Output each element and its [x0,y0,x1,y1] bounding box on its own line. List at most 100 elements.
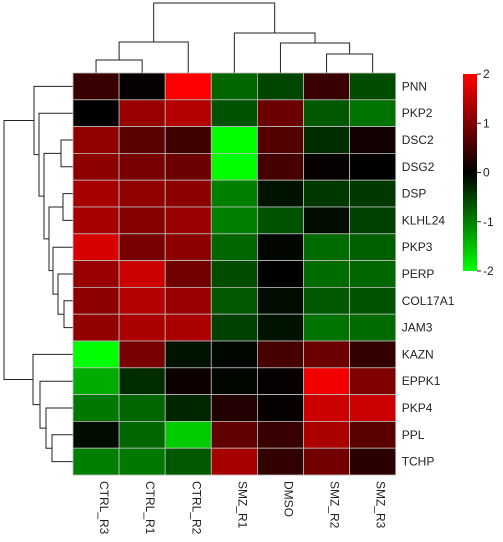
heatmap-cell [349,260,397,288]
heatmap-cell [72,394,120,422]
heatmap-cell [72,233,120,262]
heatmap-cell [256,447,304,476]
heatmap-cell [210,179,258,208]
color-legend: 2 1 0 -1 -2 [463,67,494,278]
heatmap-cell [164,72,212,101]
heatmap-cell [349,367,397,395]
heatmap-cell [349,233,397,262]
heatmap-cell [164,340,212,369]
row-dendrogram [3,85,73,463]
heatmap-cell [164,420,212,449]
row-label: JAM3 [402,321,433,335]
heatmap-cell [72,179,120,208]
heatmap-cell [349,394,397,422]
legend-tick-label: -1 [483,215,494,229]
heatmap-cell [118,313,166,342]
heatmap-cell [72,72,120,101]
heatmap-cell [164,233,212,262]
row-label: DSG2 [402,160,435,174]
heatmap-cell [72,367,120,395]
column-dendrogram [95,2,374,73]
heatmap-cell [349,179,397,208]
heatmap-cell [303,126,350,154]
heatmap-cell [210,206,258,235]
heatmap-cell [164,206,212,235]
heatmap-cell [303,286,350,315]
row-labels: PNN PKP2 DSC2 DSG2 DSP KLHL24 PKP3 PERP COL17A1 J… [402,79,455,468]
heatmap-cell [303,179,350,208]
heatmap-cell [349,420,397,449]
heatmap-cell [349,447,397,476]
heatmap-cell [349,152,397,181]
heatmap-cell [118,420,166,449]
heatmap-cell [164,367,212,395]
legend-tick-label: 0 [483,166,490,180]
row-label: EPPK1 [402,374,441,388]
heatmap-cell [164,447,212,476]
heatmap-cell [256,260,304,288]
row-label: KLHL24 [402,213,446,227]
row-label: PPL [402,428,425,442]
heatmap-cell [72,313,120,342]
legend-tick-label: 1 [483,116,490,130]
heatmap-cell [118,152,166,181]
heatmap-cell [256,340,304,369]
column-label: DMSO [281,481,295,517]
heatmap-cell [303,447,350,476]
heatmap-cell [118,394,166,422]
heatmap-cell [256,420,304,449]
heatmap-cell [118,126,166,154]
heatmap-cell [118,72,166,101]
heatmap-cell [118,206,166,235]
heatmap-cell [256,152,304,181]
row-label: PKP3 [402,240,433,254]
heatmap-cell [256,286,304,315]
row-label: KAZN [402,347,434,361]
heatmap-cell [210,260,258,288]
heatmap-cell [210,286,258,315]
heatmap-cell [210,447,258,476]
heatmap-cell [210,367,258,395]
heatmap-cell [164,313,212,342]
heatmap-cell [210,313,258,342]
heatmap-cell [164,152,212,181]
heatmap-cell [118,179,166,208]
heatmap-cell [303,260,350,288]
row-label: PERP [402,267,435,281]
heatmap-cell [303,420,350,449]
heatmap-cell [303,152,350,181]
heatmap-cell [210,394,258,422]
heatmap-cell [256,313,304,342]
heatmap-cell [349,126,397,154]
heatmap-cell [256,206,304,235]
heatmap-cell [210,233,258,262]
row-label: PKP2 [402,106,433,120]
heatmap-cells [72,72,397,476]
heatmap-cell [256,233,304,262]
heatmap-cell [164,394,212,422]
row-label: DSC2 [402,133,434,147]
heatmap-cell [256,394,304,422]
heatmap-cell [210,420,258,449]
row-label: DSP [402,187,427,201]
heatmap-cell [164,179,212,208]
color-legend-ticks: 2 1 0 -1 -2 [477,67,494,278]
column-label: SMZ_R3 [374,481,388,529]
heatmap-cell [349,72,397,101]
heatmap-cell [349,206,397,235]
column-label: CTRL_R2 [189,481,203,535]
heatmap-cell [303,99,350,128]
heatmap-cell [164,99,212,128]
legend-tick-label: -2 [483,264,494,278]
heatmap-cell [118,367,166,395]
row-label: TCHP [402,455,435,469]
legend-tick-label: 2 [483,67,490,81]
heatmap-cell [210,126,258,154]
column-label: CTRL_R3 [97,481,111,535]
heatmap-cell [72,152,120,181]
heatmap-cell [303,313,350,342]
row-label: PNN [402,79,427,93]
heatmap-cell [349,99,397,128]
heatmap-cell [118,99,166,128]
